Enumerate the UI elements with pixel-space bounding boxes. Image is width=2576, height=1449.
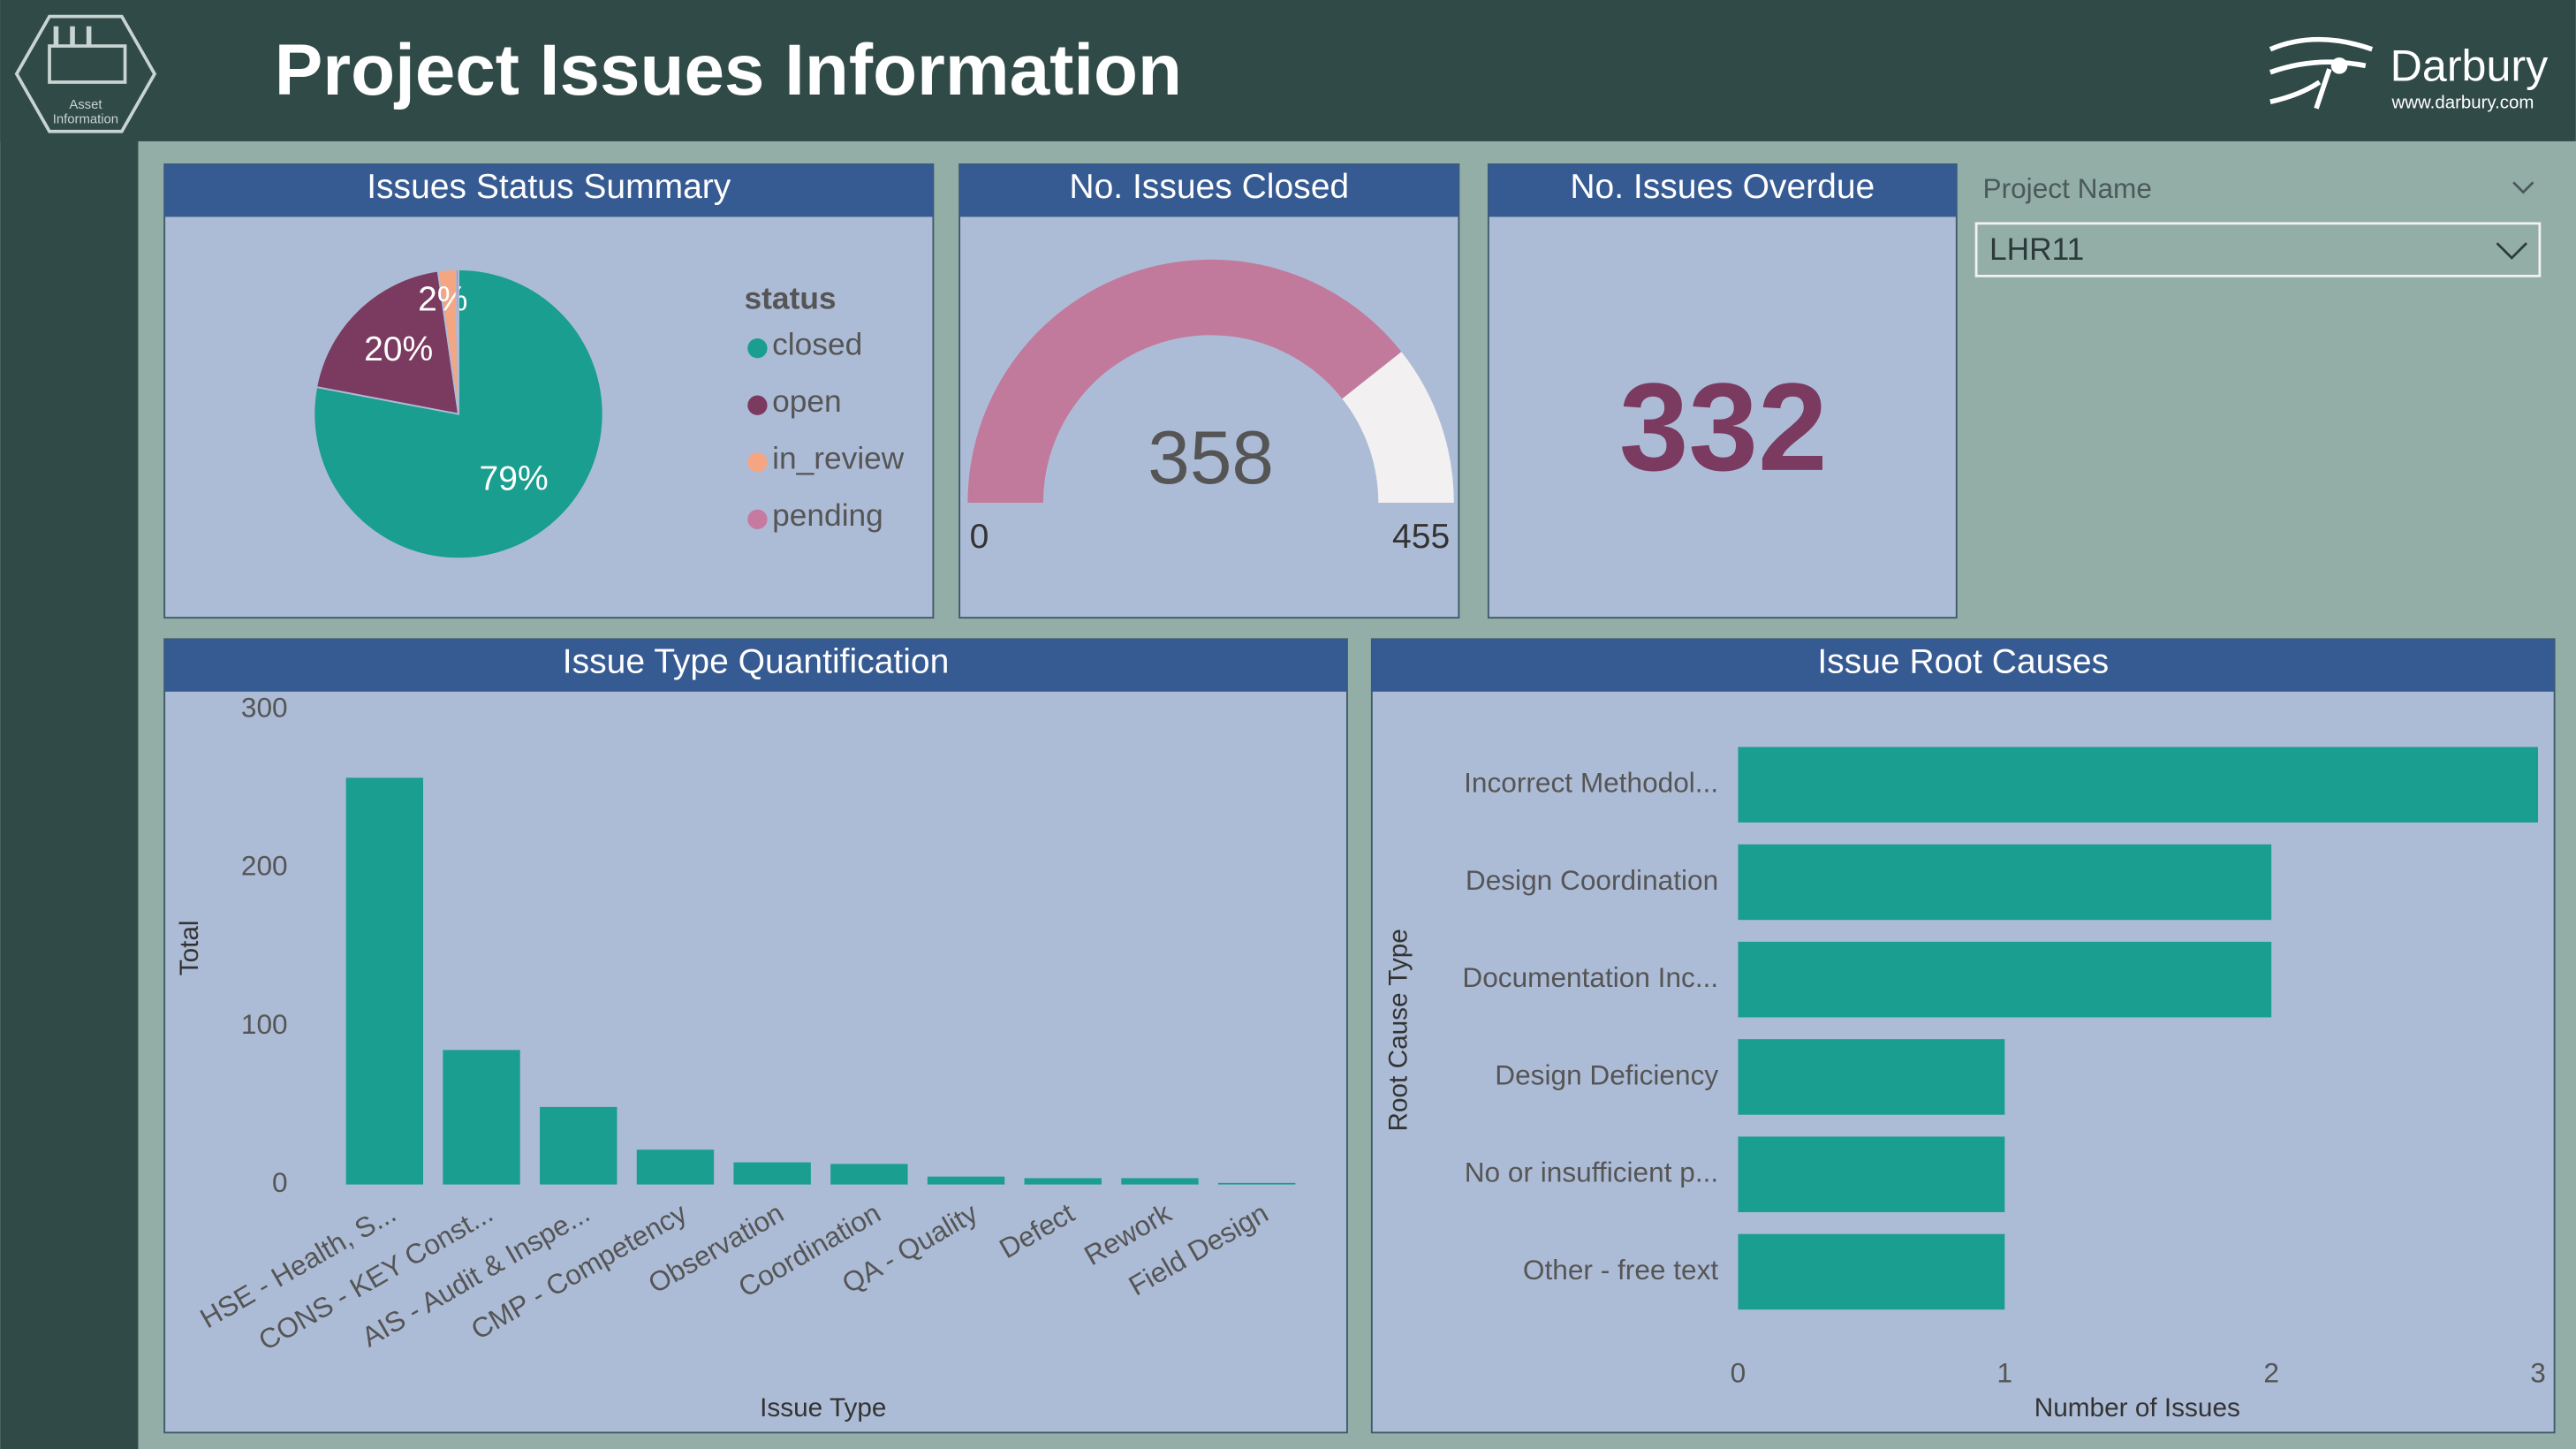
data-label: 2% [418, 281, 467, 319]
bar [1738, 1136, 2005, 1212]
page-title: Project Issues Information [275, 30, 1182, 110]
eye-line [2314, 68, 2332, 110]
bar [540, 1106, 617, 1185]
logo-text: Information [53, 113, 118, 127]
y-axis-title: Root Cause Type [1383, 929, 1413, 1131]
bar [1738, 941, 2272, 1018]
logo-hexagon [14, 14, 157, 133]
bar [1738, 1039, 2005, 1115]
pie-slice [455, 269, 459, 414]
panel-title-bar [959, 163, 1459, 217]
y-tick-label: Design Coordination [1466, 864, 1718, 896]
x-axis-title: Issue Type [760, 1393, 886, 1422]
gauge-min: 0 [970, 518, 989, 556]
bar [345, 778, 424, 1185]
legend-label: open [772, 384, 842, 419]
x-tick-label: 1 [1997, 1357, 2013, 1389]
panel-title-bar [1488, 163, 1957, 217]
y-tick-label: 200 [241, 850, 288, 882]
data-label: 79% [480, 460, 549, 498]
dropdown-chevron [2496, 242, 2527, 260]
x-axis-title: Number of Issues [2034, 1393, 2240, 1422]
logo: Asset Information [14, 14, 157, 133]
bar [443, 1050, 520, 1185]
y-tick-label: Design Deficiency [1495, 1058, 1718, 1090]
slicer-dropdown[interactable] [1974, 222, 2542, 277]
y-axis-title: Total [175, 920, 204, 975]
brand-url: www.darbury.com [2391, 93, 2534, 113]
legend-marker [747, 395, 768, 415]
panel-title: Issues Status Summary [367, 168, 731, 206]
panel-title-bar [164, 163, 934, 217]
panel-title: No. Issues Closed [1069, 168, 1349, 206]
panel-title: Issue Root Causes [1817, 643, 2109, 681]
card-value: 332 [1619, 357, 1828, 497]
pie-slice [313, 269, 604, 560]
legend-label: in_review [772, 442, 905, 476]
gauge-max: 455 [1392, 518, 1450, 556]
y-tick-label: 0 [272, 1166, 288, 1198]
legend-marker [747, 452, 768, 473]
bar [1024, 1178, 1102, 1185]
y-tick-label: Documentation Inc... [1462, 961, 1718, 993]
bar [636, 1149, 715, 1185]
slicer[interactable]: Project Name LHR11 [1974, 172, 2542, 277]
slicer-chevron [2512, 181, 2534, 194]
gauge-value: 358 [1148, 416, 1274, 500]
legend-label: pending [772, 498, 883, 533]
brand-name: Darbury [2390, 41, 2549, 90]
legend-marker [747, 509, 768, 529]
bar [1738, 844, 2272, 921]
sidebar [0, 0, 139, 1449]
legend-title: status [745, 282, 837, 316]
brand-icon [2269, 36, 2374, 110]
legend-marker [747, 338, 768, 359]
header-bar [0, 0, 2576, 141]
bar [1217, 1182, 1296, 1185]
bar [733, 1162, 811, 1185]
panel [1487, 163, 1958, 619]
slicer-value: LHR11 [1989, 232, 2084, 267]
gauge-fill [967, 259, 1402, 503]
bar [1738, 747, 2539, 823]
panel-title-bar [1371, 639, 2555, 692]
y-tick-label: No or insufficient p... [1465, 1157, 1718, 1188]
bar [1738, 1233, 2005, 1310]
logo-text: Asset [69, 98, 102, 112]
y-tick-label: Other - free text [1523, 1254, 1718, 1286]
panel-title: No. Issues Overdue [1570, 168, 1875, 206]
y-tick-label: Incorrect Methodol... [1464, 766, 1718, 798]
y-tick-label: 300 [241, 692, 288, 724]
panel-title-bar [164, 639, 1347, 692]
data-label: 20% [364, 330, 433, 368]
x-tick-label: 2 [2263, 1357, 2279, 1389]
slicer-label: Project Name [1983, 172, 2152, 204]
x-tick-label: 0 [1731, 1357, 1746, 1389]
pie-slice [315, 269, 460, 415]
y-tick-label: 100 [241, 1008, 288, 1040]
gauge-track [1342, 352, 1454, 503]
x-tick-label: 3 [2530, 1357, 2546, 1389]
eye-pupil [2330, 57, 2348, 74]
legend-label: closed [772, 328, 862, 362]
bar [830, 1164, 908, 1185]
bar [927, 1176, 1005, 1185]
bar [1121, 1178, 1199, 1185]
eye-lines [2269, 36, 2374, 105]
panel-title: Issue Type Quantification [563, 643, 950, 681]
